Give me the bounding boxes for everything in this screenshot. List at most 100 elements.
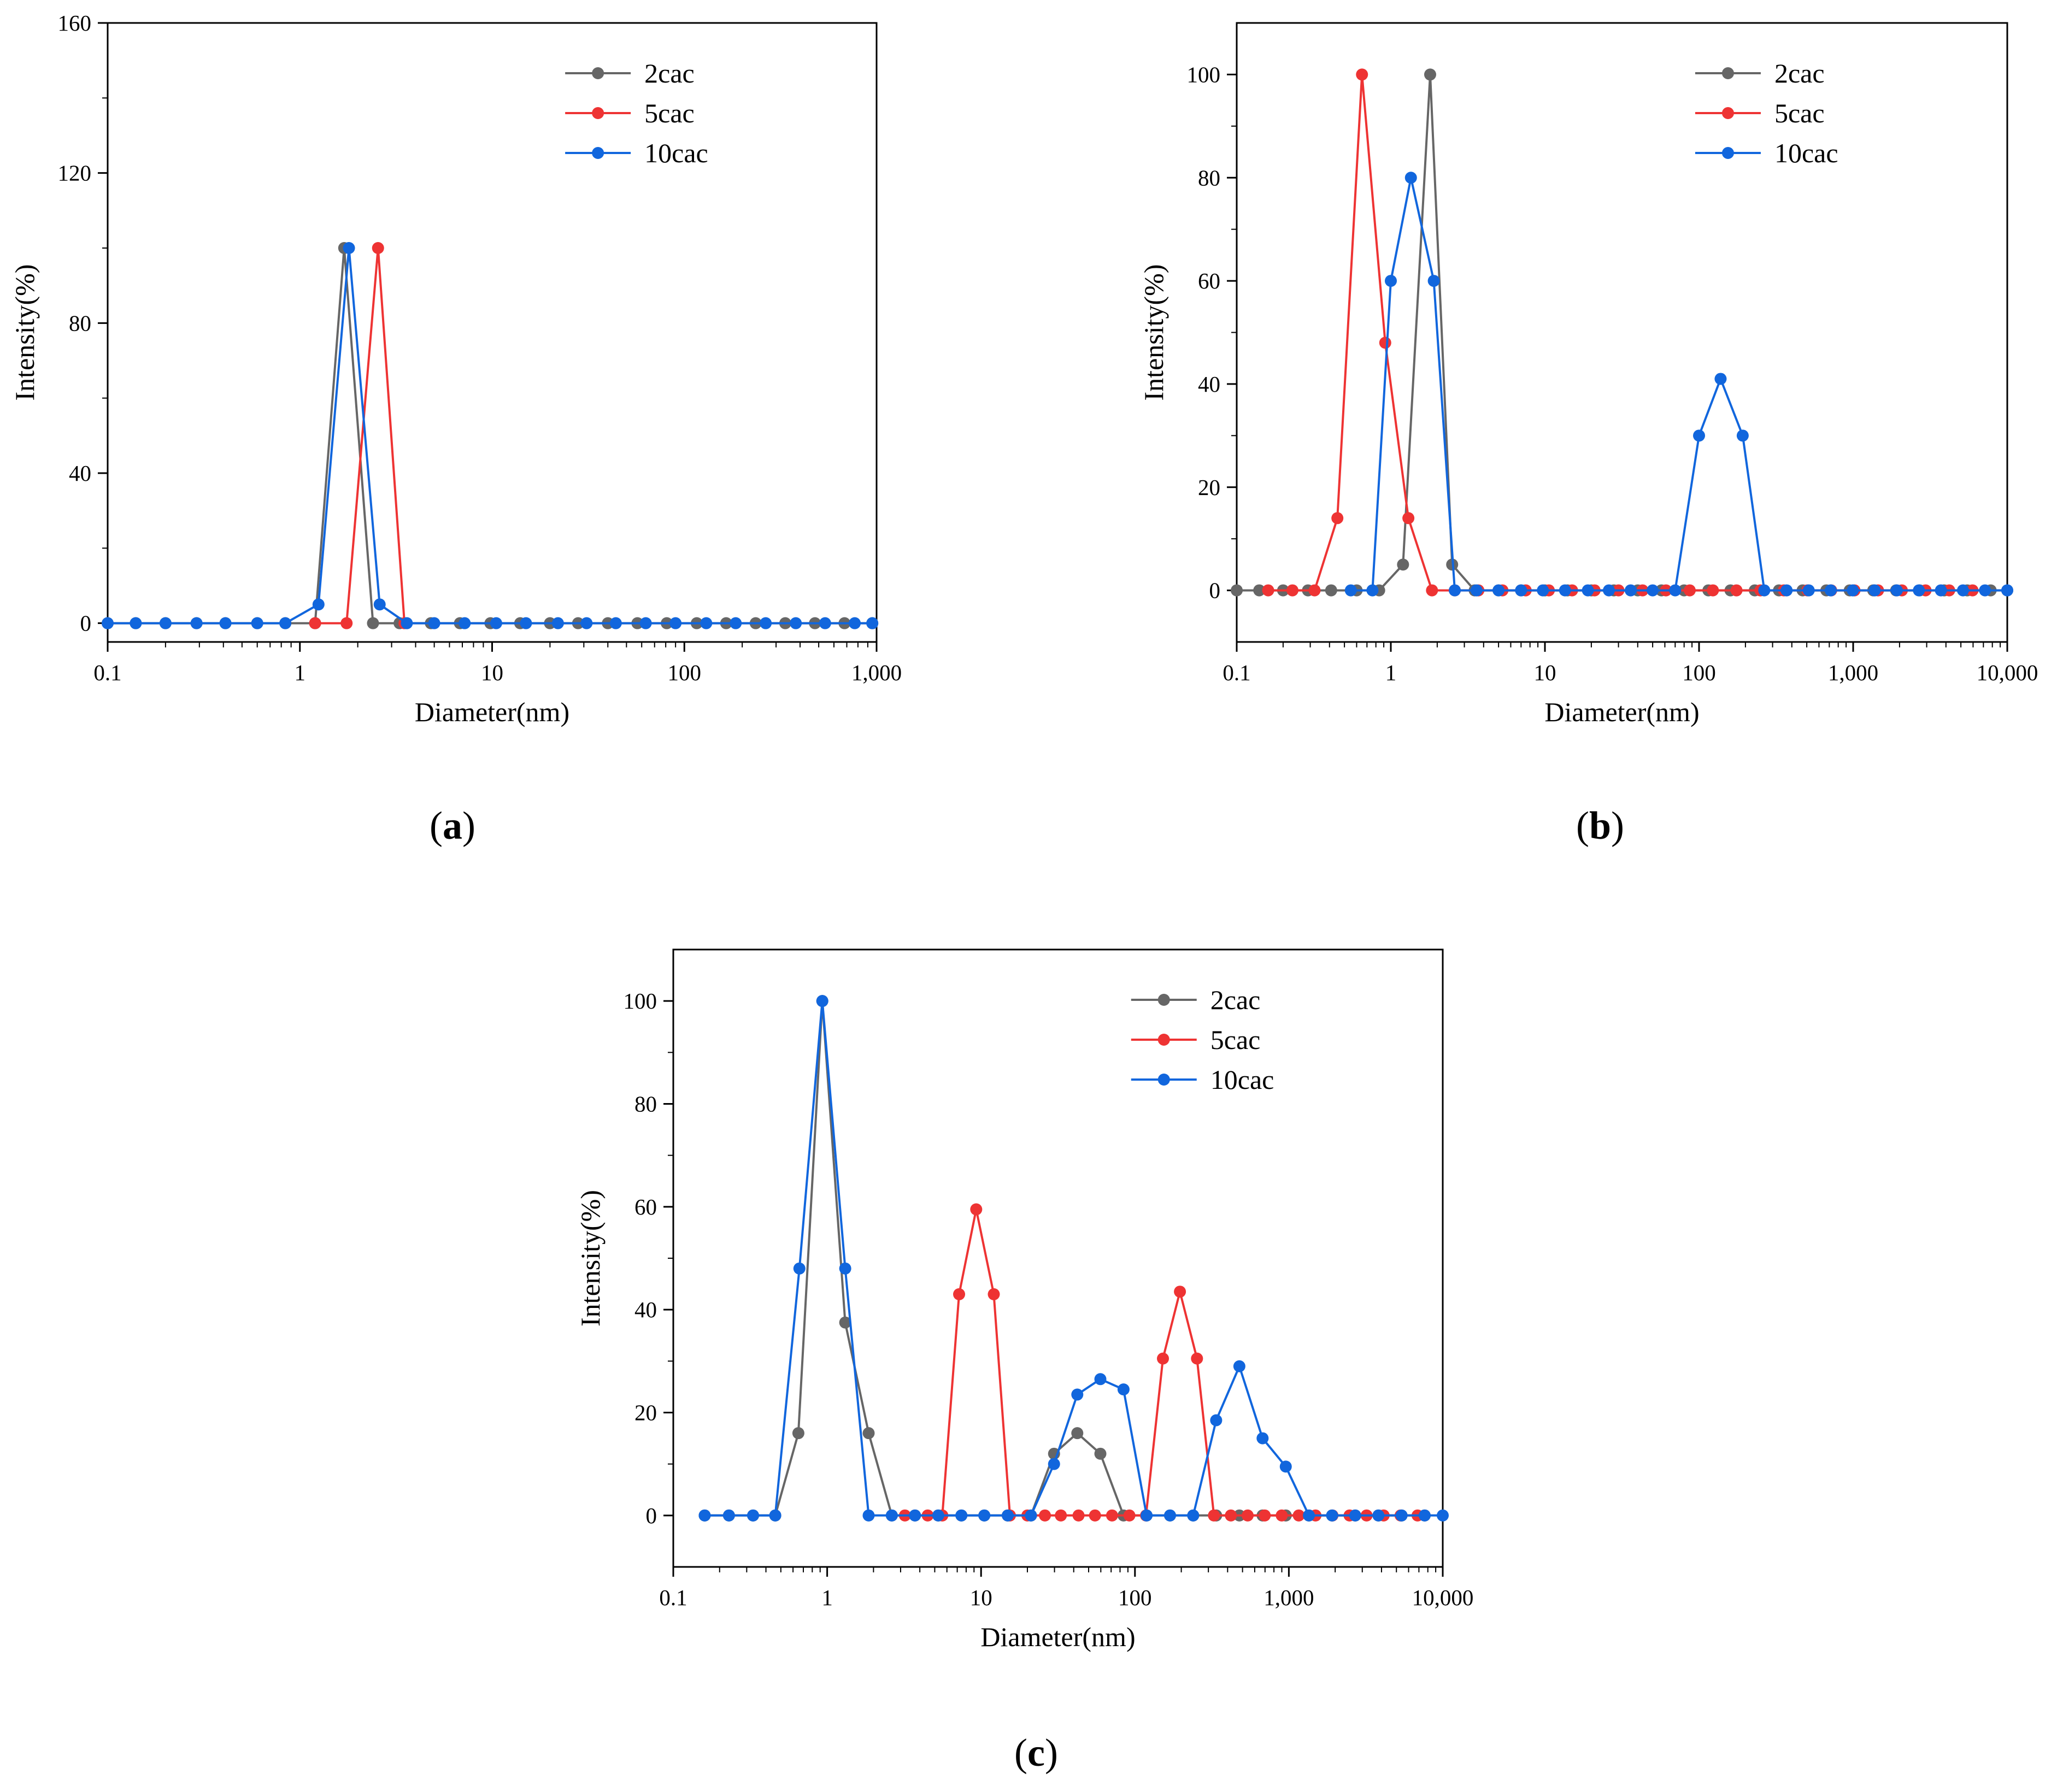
x-tick-label: 1,000 [1828,660,1878,685]
data-point [793,1262,806,1275]
legend-label: 10cac [1774,138,1838,168]
data-point [1326,1509,1338,1522]
data-point [219,617,232,629]
data-point [1256,1432,1269,1445]
data-point [1025,1509,1037,1522]
data-point [1979,584,1991,597]
y-tick-label: 20 [1198,475,1220,500]
data-point [190,617,203,629]
x-tick-label: 10,000 [1412,1585,1474,1610]
data-point [1935,584,1947,597]
data-point [1736,429,1749,442]
y-tick-label: 100 [1187,62,1221,87]
legend-label: 2cac [1210,985,1261,1015]
data-point [1582,584,1594,597]
series-line-5cac [1268,73,1973,592]
x-tick-label: 1,000 [851,660,902,685]
data-point [1071,1388,1084,1401]
data-point [1356,68,1368,81]
data-point [1286,584,1299,597]
data-point [1470,584,1483,597]
plot-frame [107,22,878,643]
data-point [1647,584,1659,597]
data-point [1208,1509,1220,1522]
data-point [1913,584,1925,597]
data-point [401,617,413,629]
data-point [819,617,831,629]
data-point [1094,1447,1107,1460]
legend-marker [1721,107,1734,119]
legend-item-5cac: 5cac [565,98,695,128]
data-point [1325,584,1337,597]
x-tick-label: 100 [1118,1585,1152,1610]
y-tick-label: 60 [634,1194,657,1219]
x-tick-label: 1 [821,1585,833,1610]
data-point [730,617,742,629]
series-2cac [102,242,879,629]
legend-marker [592,107,604,119]
x-tick-label: 10 [481,660,503,685]
data-point [372,242,384,254]
data-point [1372,1509,1385,1522]
y-tick-label: 0 [646,1503,657,1528]
x-axis-title: Diameter(nm) [415,697,569,727]
legend-label: 5cac [1210,1024,1261,1055]
data-point [1707,584,1719,597]
data-point [312,598,325,611]
data-point [816,995,828,1007]
data-point [747,1509,760,1522]
data-point [1624,584,1637,597]
data-point [1395,1509,1408,1522]
data-point [1669,584,1682,597]
data-point [1802,584,1815,597]
data-point [1397,558,1409,571]
panel-label: (b) [1576,804,1624,847]
data-point [309,617,321,629]
y-axis-title: Intensity(%) [1138,264,1169,401]
data-point [1385,275,1397,287]
data-point [1427,275,1440,287]
data-point [1714,373,1727,385]
data-point [1001,1509,1014,1522]
legend-item-2cac: 2cac [565,58,695,89]
data-point [1537,584,1549,597]
series-5cac [309,242,411,629]
data-point [1758,584,1771,597]
data-point [1262,584,1274,597]
data-point [1426,584,1438,597]
data-point [862,1427,875,1440]
y-tick-label: 80 [69,310,91,335]
data-point [1210,1414,1223,1426]
panel-paren-open: ( [1014,1731,1027,1775]
series-10cac [1344,172,2013,597]
panel-paren-open: ( [1576,804,1589,847]
data-point [1071,1427,1084,1440]
legend-marker [1721,67,1734,79]
data-point [1279,1460,1292,1473]
data-point [849,617,861,629]
data-point [1174,1286,1186,1298]
data-point [1404,172,1417,184]
legend-marker [1157,1034,1170,1046]
data-point [1847,584,1859,597]
legend-label: 2cac [644,58,695,89]
y-tick-label: 0 [80,611,92,636]
data-point [1402,512,1415,524]
legend-item-5cac: 5cac [1131,1024,1261,1055]
panel-paren-open: ( [430,804,443,847]
y-tick-label: 80 [1198,165,1220,190]
data-point [1308,584,1321,597]
data-point [1824,584,1837,597]
y-tick-label: 80 [634,1092,657,1117]
legend-label: 2cac [1774,58,1825,89]
data-point [790,617,802,629]
panel-letter: c [1027,1731,1045,1775]
panel-label: (a) [430,804,475,847]
legend-item-10cac: 10cac [565,138,708,168]
data-point [953,1288,966,1300]
data-point [1141,1509,1153,1522]
chart-panel-a: 0.1 1 10 100 1,000 0 40 80 120 160 Diameter(nm) Int… [9,10,902,847]
legend-item-2cac: 2cac [1131,985,1261,1015]
series-10cac [698,995,1449,1522]
